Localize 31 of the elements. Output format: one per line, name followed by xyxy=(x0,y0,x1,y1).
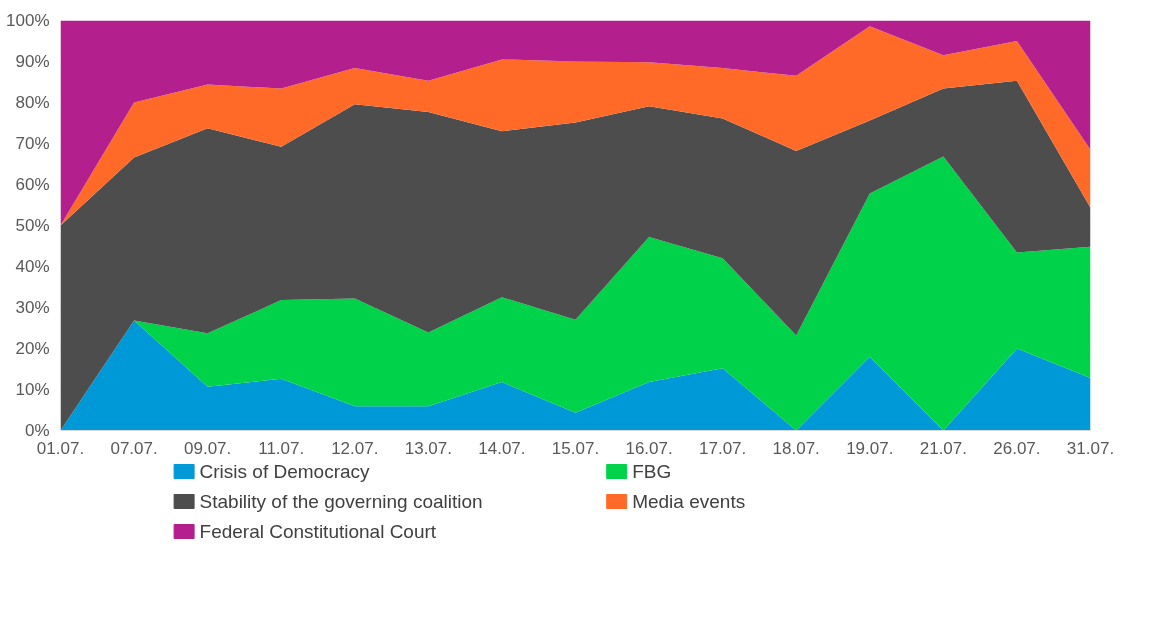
x-tick-label: 31.07. xyxy=(1066,438,1115,458)
x-tick-label: 16.07. xyxy=(625,438,673,458)
y-tick-label: 50% xyxy=(15,216,50,235)
y-tick-label: 60% xyxy=(15,175,50,194)
legend-label: Federal Constitutional Court xyxy=(199,521,437,542)
y-tick-label: 70% xyxy=(15,134,50,153)
y-tick-label: 100% xyxy=(6,11,50,30)
x-tick-label: 15.07. xyxy=(551,438,600,458)
legend-label: Stability of the governing coalition xyxy=(199,491,483,512)
x-tick-label: 19.07. xyxy=(846,438,894,458)
x-tick-label: 07.07. xyxy=(110,438,158,458)
x-tick-label: 21.07. xyxy=(919,438,967,458)
y-tick-label: 30% xyxy=(15,298,50,317)
legend-label: Media events xyxy=(632,491,746,512)
x-tick-label: 18.07. xyxy=(772,438,820,458)
x-tick-label: 13.07. xyxy=(404,438,452,458)
y-tick-label: 10% xyxy=(15,380,50,399)
legend-label: FBG xyxy=(632,461,672,482)
x-tick-label: 01.07. xyxy=(36,438,85,458)
y-tick-label: 0% xyxy=(24,421,50,440)
y-tick-label: 20% xyxy=(15,339,50,358)
y-tick-label: 40% xyxy=(15,257,50,276)
x-tick-label: 26.07. xyxy=(993,438,1041,458)
y-tick-label: 80% xyxy=(15,93,50,112)
x-tick-label: 11.07. xyxy=(258,438,305,458)
legend-label: Crisis of Democracy xyxy=(199,461,371,482)
x-tick-label: 09.07. xyxy=(184,438,232,458)
y-tick-label: 90% xyxy=(15,52,50,71)
x-tick-label: 14.07. xyxy=(478,438,526,458)
x-tick-label: 17.07. xyxy=(699,438,747,458)
x-tick-label: 12.07. xyxy=(331,438,379,458)
